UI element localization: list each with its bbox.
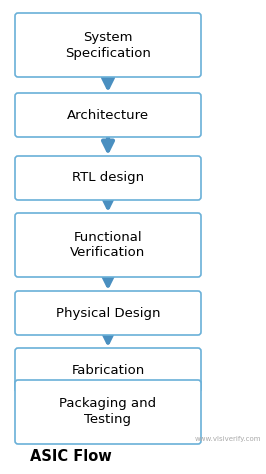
Text: www.vlsiverify.com: www.vlsiverify.com — [194, 436, 261, 442]
Text: ASIC Flow: ASIC Flow — [30, 449, 112, 464]
FancyBboxPatch shape — [15, 291, 201, 335]
Text: Fabrication: Fabrication — [71, 364, 145, 376]
Text: Packaging and
Testing: Packaging and Testing — [59, 398, 157, 427]
FancyBboxPatch shape — [15, 348, 201, 392]
Text: Physical Design: Physical Design — [56, 307, 160, 319]
FancyBboxPatch shape — [15, 156, 201, 200]
FancyBboxPatch shape — [15, 380, 201, 444]
Text: RTL design: RTL design — [72, 172, 144, 184]
FancyBboxPatch shape — [15, 93, 201, 137]
FancyBboxPatch shape — [15, 13, 201, 77]
FancyBboxPatch shape — [15, 213, 201, 277]
Text: Architecture: Architecture — [67, 109, 149, 121]
Text: Functional
Verification: Functional Verification — [70, 230, 146, 259]
Text: System
Specification: System Specification — [65, 30, 151, 60]
